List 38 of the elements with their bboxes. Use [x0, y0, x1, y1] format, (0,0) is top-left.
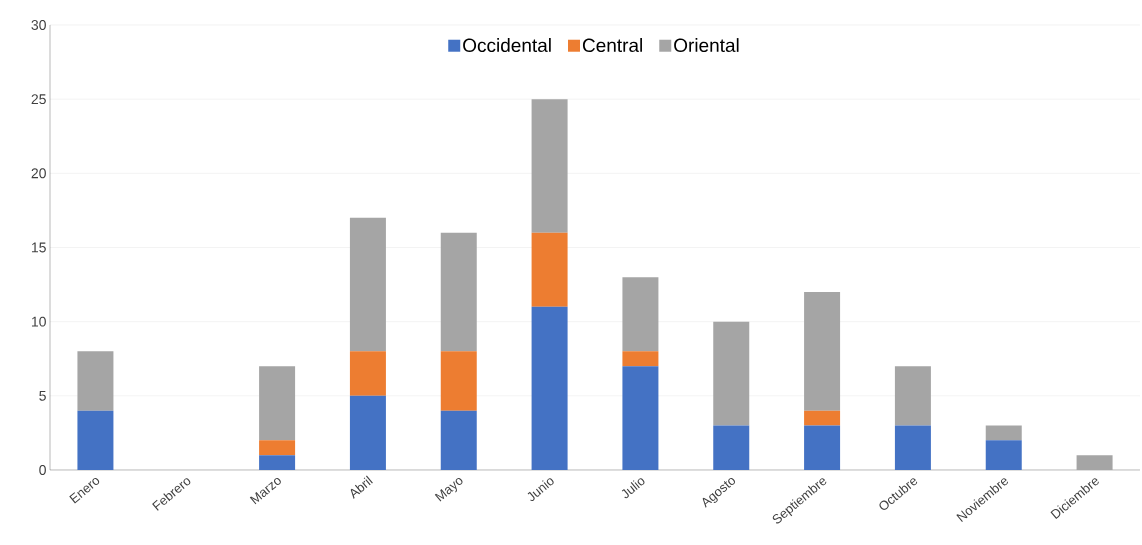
- bar: [349, 395, 386, 470]
- bar: [440, 410, 477, 470]
- bar: [894, 366, 931, 426]
- y-tick-label: 20: [31, 168, 46, 179]
- y-tick-label: 5: [39, 390, 46, 401]
- bar: [77, 410, 114, 470]
- bar: [622, 366, 659, 470]
- bar: [713, 321, 750, 426]
- bar: [531, 99, 568, 233]
- bar: [77, 351, 114, 411]
- bar: [440, 351, 477, 411]
- bar: [622, 277, 659, 352]
- x-tick-label: Julio: [621, 478, 645, 499]
- legend-label: Oriental: [674, 38, 739, 53]
- bar: [894, 425, 931, 470]
- y-tick-label: 10: [31, 316, 46, 327]
- bar: [349, 351, 386, 396]
- bar: [259, 440, 296, 456]
- bar: [531, 232, 568, 307]
- y-tick-label: 0: [39, 465, 46, 475]
- bar: [349, 217, 386, 352]
- bar: [259, 366, 296, 441]
- legend-label: Occidental: [463, 38, 551, 53]
- bar: [985, 440, 1022, 470]
- bar: [804, 291, 841, 411]
- bar: [622, 351, 659, 367]
- bar: [804, 425, 841, 470]
- y-tick-label: 30: [31, 20, 46, 30]
- legend-label: Central: [582, 38, 642, 53]
- y-tick-label: 15: [31, 242, 46, 253]
- y-tick-label: 25: [31, 94, 46, 105]
- bar: [259, 455, 296, 470]
- bar: [985, 425, 1022, 441]
- bar: [713, 425, 750, 470]
- bar: [804, 410, 841, 426]
- bar: [531, 306, 568, 470]
- bar: [1076, 455, 1113, 470]
- bar: [440, 232, 477, 352]
